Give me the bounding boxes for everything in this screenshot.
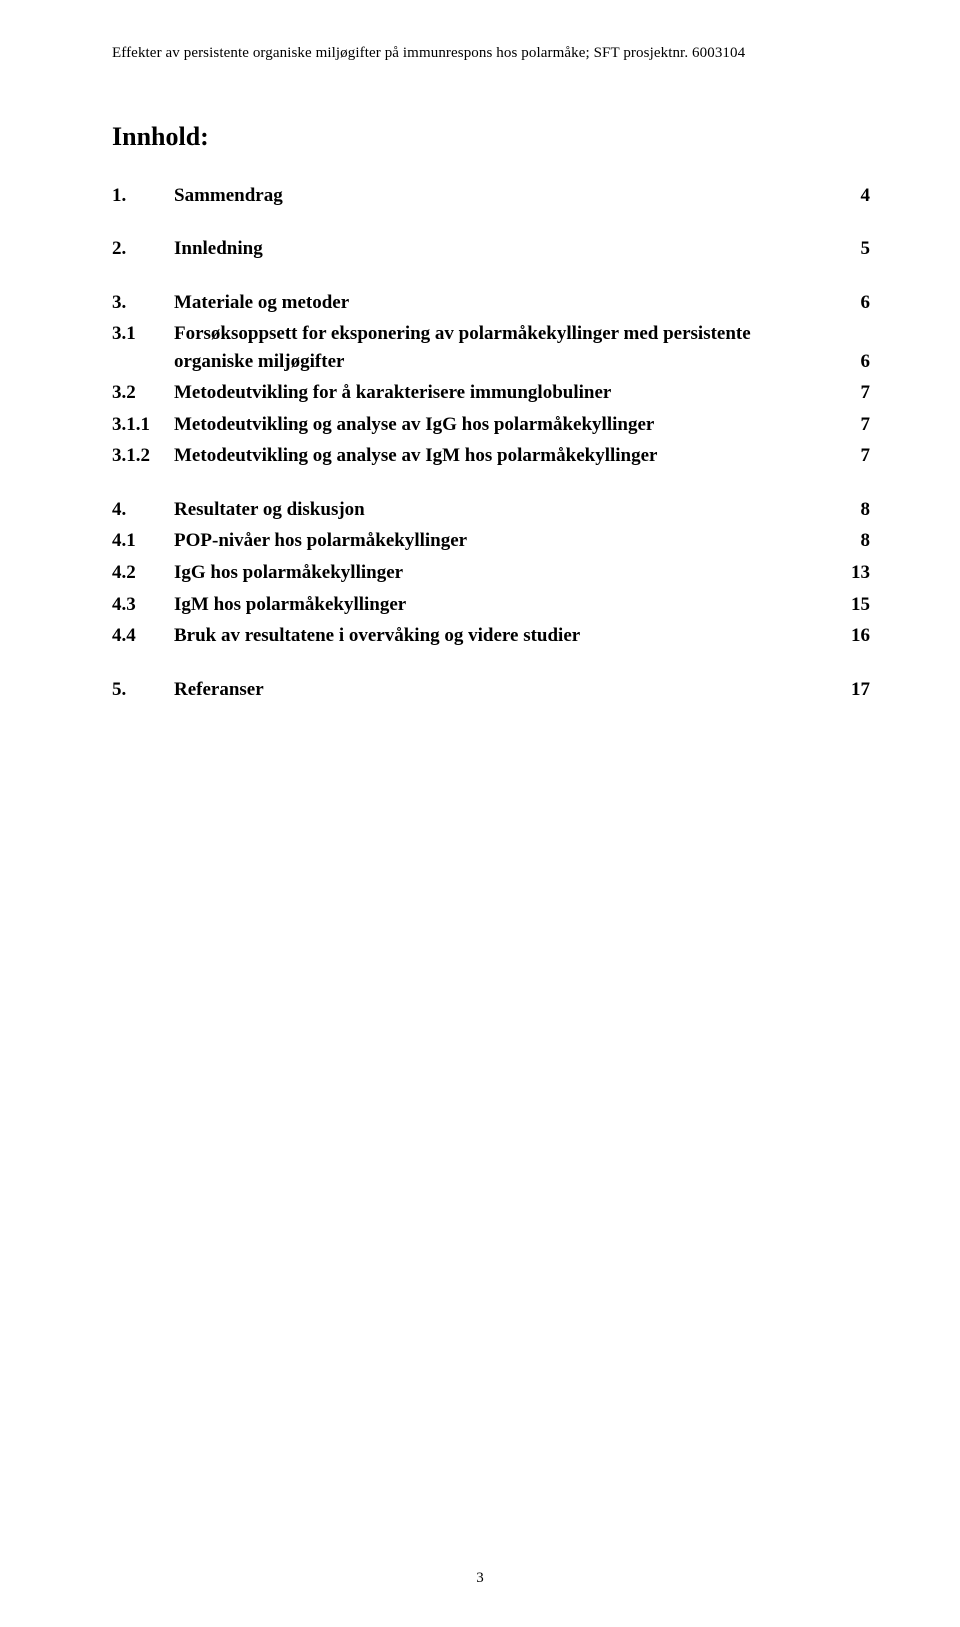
toc-page: 7 <box>857 379 871 407</box>
toc-page: 5 <box>857 235 871 263</box>
toc-page: 8 <box>857 496 871 524</box>
toc-text: Metodeutvikling for å karakterisere immu… <box>174 379 611 407</box>
running-header: Effekter av persistente organiske miljøg… <box>112 44 870 64</box>
toc-spacer <box>112 654 870 676</box>
toc-entry: 4.1 POP-nivåer hos polarmåkekyllinger 8 <box>112 527 870 555</box>
toc-page: 6 <box>857 289 871 317</box>
toc-text-line2: organiske miljøgifter <box>174 348 344 376</box>
toc-page: 16 <box>847 622 870 650</box>
toc-entry: 3. Materiale og metoder 6 <box>112 289 870 317</box>
toc-entry: 3.1.1 Metodeutvikling og analyse av IgG … <box>112 411 870 439</box>
toc-text: Referanser <box>174 676 264 704</box>
toc-number: 4.2 <box>112 559 174 587</box>
toc-spacer <box>112 474 870 496</box>
toc-number: 3.1 <box>112 320 174 348</box>
footer-page-number: 3 <box>0 1570 960 1587</box>
toc-text: Resultater og diskusjon <box>174 496 365 524</box>
toc-number: 4.4 <box>112 622 174 650</box>
toc-entry: 1. Sammendrag 4 <box>112 182 870 210</box>
toc-number: 4.1 <box>112 527 174 555</box>
toc-entry: 4.4 Bruk av resultatene i overvåking og … <box>112 622 870 650</box>
toc-number: 4.3 <box>112 591 174 619</box>
toc-spacer <box>112 267 870 289</box>
toc-entry: 4.2 IgG hos polarmåkekyllinger 13 <box>112 559 870 587</box>
toc-number: 2. <box>112 235 174 263</box>
toc-entry: 3.1 Forsøksoppsett for eksponering av po… <box>112 320 870 375</box>
toc-entry: 3.1.2 Metodeutvikling og analyse av IgM … <box>112 442 870 470</box>
toc-number: 3.1.2 <box>112 442 174 470</box>
toc-spacer <box>112 213 870 235</box>
toc-entry: 4. Resultater og diskusjon 8 <box>112 496 870 524</box>
toc-text: POP-nivåer hos polarmåkekyllinger <box>174 527 467 555</box>
toc-text: Metodeutvikling og analyse av IgM hos po… <box>174 442 657 470</box>
toc-text: IgG hos polarmåkekyllinger <box>174 559 403 587</box>
toc-number: 3.1.1 <box>112 411 174 439</box>
toc-text: Materiale og metoder <box>174 289 349 317</box>
toc-page: 8 <box>857 527 871 555</box>
toc-page: 4 <box>857 182 871 210</box>
toc-title: Innhold: <box>112 122 870 152</box>
toc-number: 4. <box>112 496 174 524</box>
toc-page: 13 <box>847 559 870 587</box>
toc-text: Sammendrag <box>174 182 283 210</box>
toc-page: 7 <box>857 442 871 470</box>
toc-entry: 5. Referanser 17 <box>112 676 870 704</box>
toc-entry: 2. Innledning 5 <box>112 235 870 263</box>
toc-text-line1: Forsøksoppsett for eksponering av polarm… <box>174 320 751 348</box>
toc-number: 3.2 <box>112 379 174 407</box>
toc-entry: 4.3 IgM hos polarmåkekyllinger 15 <box>112 591 870 619</box>
toc-text: Metodeutvikling og analyse av IgG hos po… <box>174 411 654 439</box>
toc-entry: 3.2 Metodeutvikling for å karakterisere … <box>112 379 870 407</box>
toc-text: IgM hos polarmåkekyllinger <box>174 591 406 619</box>
toc-page: 7 <box>857 411 871 439</box>
page-container: Effekter av persistente organiske miljøg… <box>0 0 960 1627</box>
toc-text: Innledning <box>174 235 263 263</box>
table-of-contents: 1. Sammendrag 4 2. Innledning 5 3. Mater… <box>112 182 870 704</box>
toc-text: Bruk av resultatene i overvåking og vide… <box>174 622 580 650</box>
toc-number: 5. <box>112 676 174 704</box>
toc-number: 1. <box>112 182 174 210</box>
toc-page: 15 <box>847 591 870 619</box>
toc-page: 17 <box>847 676 870 704</box>
toc-number: 3. <box>112 289 174 317</box>
toc-page: 6 <box>857 348 871 376</box>
